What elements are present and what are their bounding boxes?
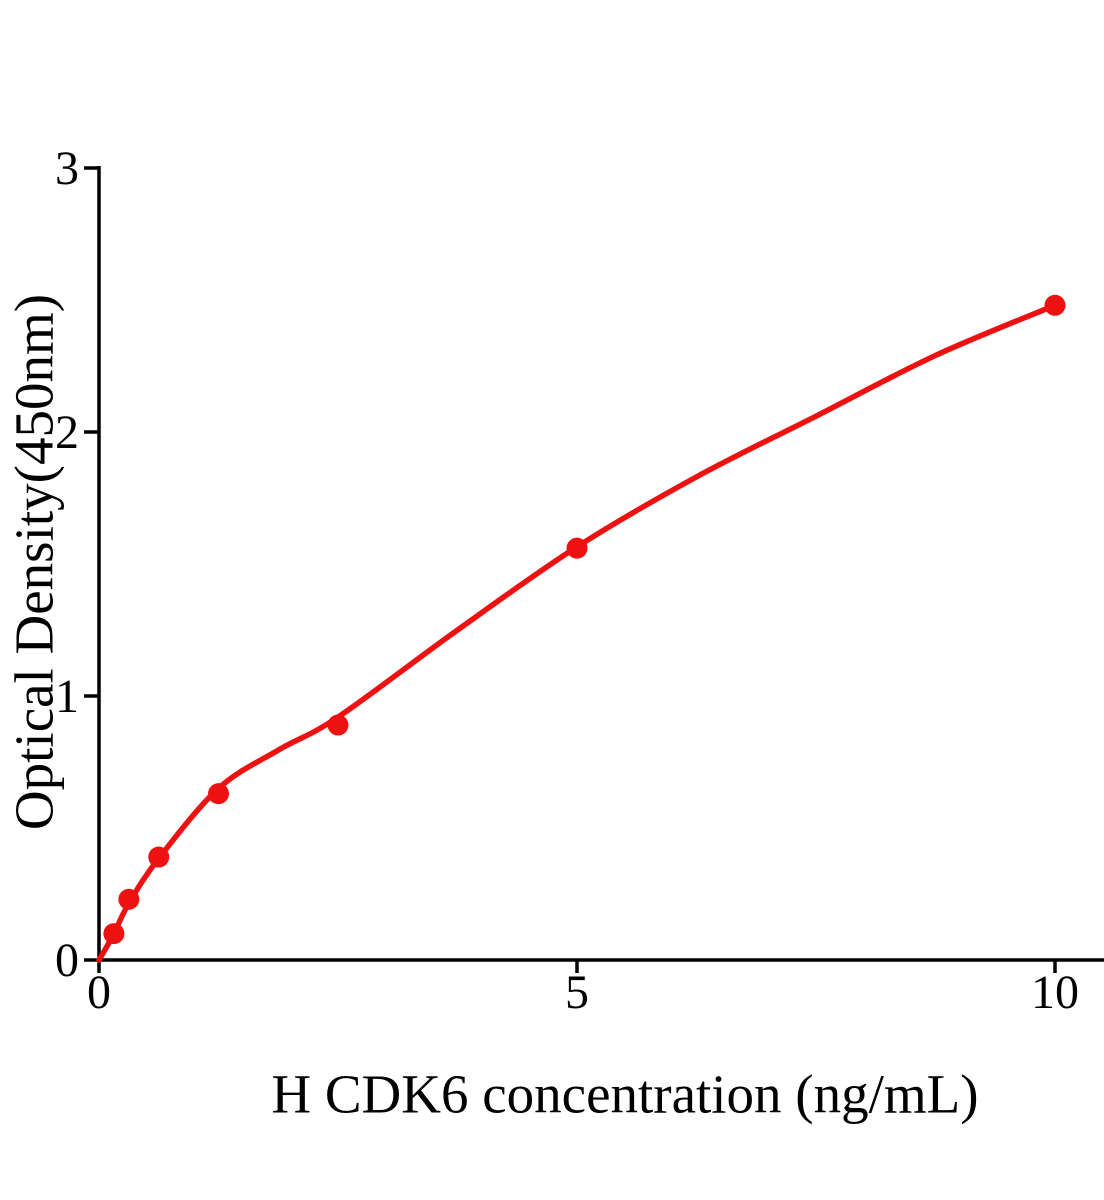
data-point [118,888,140,910]
data-point [327,714,349,736]
x-axis-title: H CDK6 concentration (ng/mL) [271,1063,979,1125]
x-tick-label: 0 [87,966,111,1019]
y-tick-label: 0 [55,934,79,987]
y-tick-label: 1 [55,670,79,723]
data-point [208,783,229,805]
data-point [1044,294,1066,316]
y-axis-title: Optical Density(450nm) [3,293,65,831]
data-point [148,846,170,868]
y-tick-label: 2 [55,406,79,459]
y-tick-label: 3 [55,142,79,195]
data-point [566,537,588,559]
fit-curve [96,302,1058,963]
data-point [103,923,125,945]
x-tick-label: 5 [565,966,589,1019]
x-tick-label: 10 [1031,966,1079,1019]
